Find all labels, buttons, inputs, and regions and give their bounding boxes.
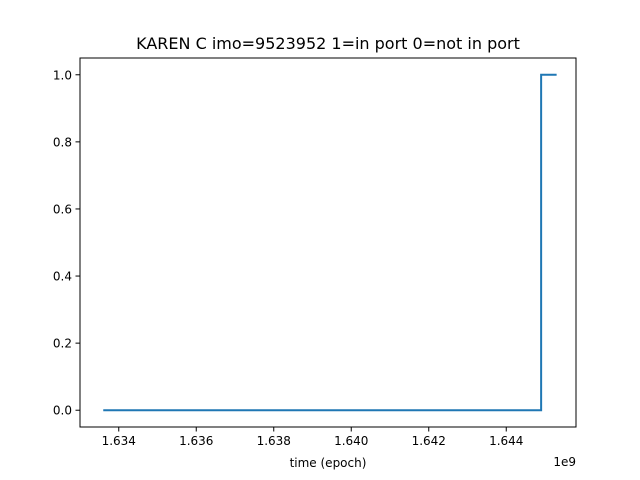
y-tick-label: 0.8: [53, 135, 72, 149]
series-line: [103, 73, 557, 412]
x-tick-label: 1.644: [489, 434, 523, 448]
chart-title: KAREN C imo=9523952 1=in port 0=not in p…: [136, 34, 520, 53]
x-axis-label: time (epoch): [290, 456, 367, 470]
x-tick-label: 1.634: [102, 434, 136, 448]
x-tick-label: 1.642: [412, 434, 446, 448]
y-tick-label: 0.2: [53, 337, 72, 351]
series-layer: [103, 73, 557, 412]
plot-frame: [79, 57, 577, 428]
y-tick-label: 1.0: [53, 68, 72, 82]
x-tick-label: 1.640: [334, 434, 368, 448]
y-axis: 0.0 0.2 0.4 0.6 0.8 1.0: [53, 68, 80, 418]
x-axis: 1.634 1.636 1.638 1.640 1.642 1.644: [102, 427, 523, 448]
x-tick-label: 1.638: [257, 434, 291, 448]
x-tick-label: 1.636: [179, 434, 213, 448]
y-tick-label: 0.0: [53, 404, 72, 418]
x-axis-offset-label: 1e9: [553, 455, 576, 469]
y-tick-label: 0.4: [53, 270, 72, 284]
y-tick-label: 0.6: [53, 202, 72, 216]
